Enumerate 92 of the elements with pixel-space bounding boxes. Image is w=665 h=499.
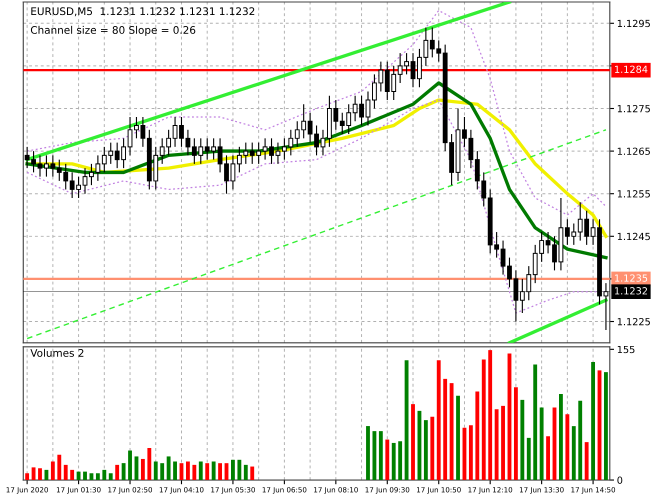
bar <box>160 463 164 480</box>
bar <box>57 454 62 480</box>
bar <box>436 360 441 480</box>
candlestick <box>108 142 114 164</box>
bar <box>424 420 428 480</box>
bar <box>96 473 100 480</box>
bar <box>533 364 538 480</box>
bar <box>456 396 460 480</box>
y-tick-label: 1.1295 <box>618 20 650 28</box>
line-series <box>25 81 608 260</box>
y-tick-label: 1.1265 <box>618 148 650 155</box>
ref-line-label: 1.1235 <box>615 274 648 282</box>
bar <box>134 456 138 480</box>
bar <box>231 460 235 480</box>
bar <box>166 456 171 480</box>
bar <box>173 461 177 480</box>
bar <box>128 450 132 480</box>
chart-title: Volumes 2 <box>30 348 84 357</box>
bar <box>198 461 203 480</box>
bar <box>224 463 228 480</box>
bar <box>488 350 492 480</box>
bar <box>366 426 370 480</box>
bar <box>244 464 248 480</box>
bar <box>546 436 550 480</box>
bar <box>552 408 556 480</box>
text: Channel size = 80 Slope = 0.26 <box>30 26 196 36</box>
bar <box>250 466 254 480</box>
bar <box>122 463 126 480</box>
bar <box>468 425 473 480</box>
bar <box>398 441 402 480</box>
bar <box>186 461 190 480</box>
bar <box>520 400 524 480</box>
bar <box>540 408 544 480</box>
bar <box>102 470 106 480</box>
candlestick <box>481 172 486 208</box>
bar <box>192 464 196 480</box>
y-tick-label: 1.1245 <box>618 232 650 240</box>
y-tick-label: 1.1255 <box>618 190 650 198</box>
bar <box>494 409 499 480</box>
bar <box>578 400 582 480</box>
bar <box>559 394 563 480</box>
bar <box>212 461 216 480</box>
chart-title: EURUSD,M5 1.1231 1.1232 1.1231 1.1232 <box>31 7 254 16</box>
bar <box>154 461 158 480</box>
bar <box>378 431 383 480</box>
bar <box>514 387 518 480</box>
bar <box>76 472 81 480</box>
bar <box>83 472 87 480</box>
bar <box>372 431 376 480</box>
bar <box>50 461 55 480</box>
bar <box>584 442 589 480</box>
bar <box>32 467 36 480</box>
bar <box>475 391 480 480</box>
y-tick-label: 1.1275 <box>618 104 650 112</box>
bar <box>115 464 120 480</box>
bar <box>462 428 466 480</box>
bar <box>70 470 74 480</box>
bar <box>205 463 210 480</box>
bar <box>508 354 512 480</box>
bar <box>604 372 608 480</box>
bar <box>237 460 242 480</box>
bar <box>443 378 448 480</box>
bar <box>565 414 570 480</box>
bar <box>90 473 94 480</box>
bar <box>418 410 422 480</box>
bar <box>140 458 145 480</box>
bar <box>180 463 184 480</box>
bar <box>385 440 390 480</box>
candlestick <box>294 120 300 148</box>
bar <box>404 360 409 480</box>
y-tick-label: 0 <box>617 476 622 484</box>
ref-line-label: 1.1284 <box>615 66 648 73</box>
y-tick-label: 1.1225 <box>618 318 650 326</box>
bar <box>572 426 576 480</box>
bar <box>591 362 596 480</box>
bar <box>44 470 48 480</box>
bar <box>526 438 531 480</box>
bar <box>218 463 222 480</box>
bar <box>392 442 396 480</box>
bar <box>64 464 68 480</box>
bar <box>482 359 486 480</box>
bar <box>147 448 152 480</box>
bar <box>450 383 454 480</box>
ref-line-label: 1.1232 <box>615 287 648 295</box>
bar <box>25 473 30 480</box>
candlestick <box>340 112 345 135</box>
bar <box>430 416 434 480</box>
bar <box>501 406 505 480</box>
bar <box>38 468 42 480</box>
bar <box>598 370 602 480</box>
bar <box>411 404 415 480</box>
y-tick-label: 155 <box>618 346 634 354</box>
